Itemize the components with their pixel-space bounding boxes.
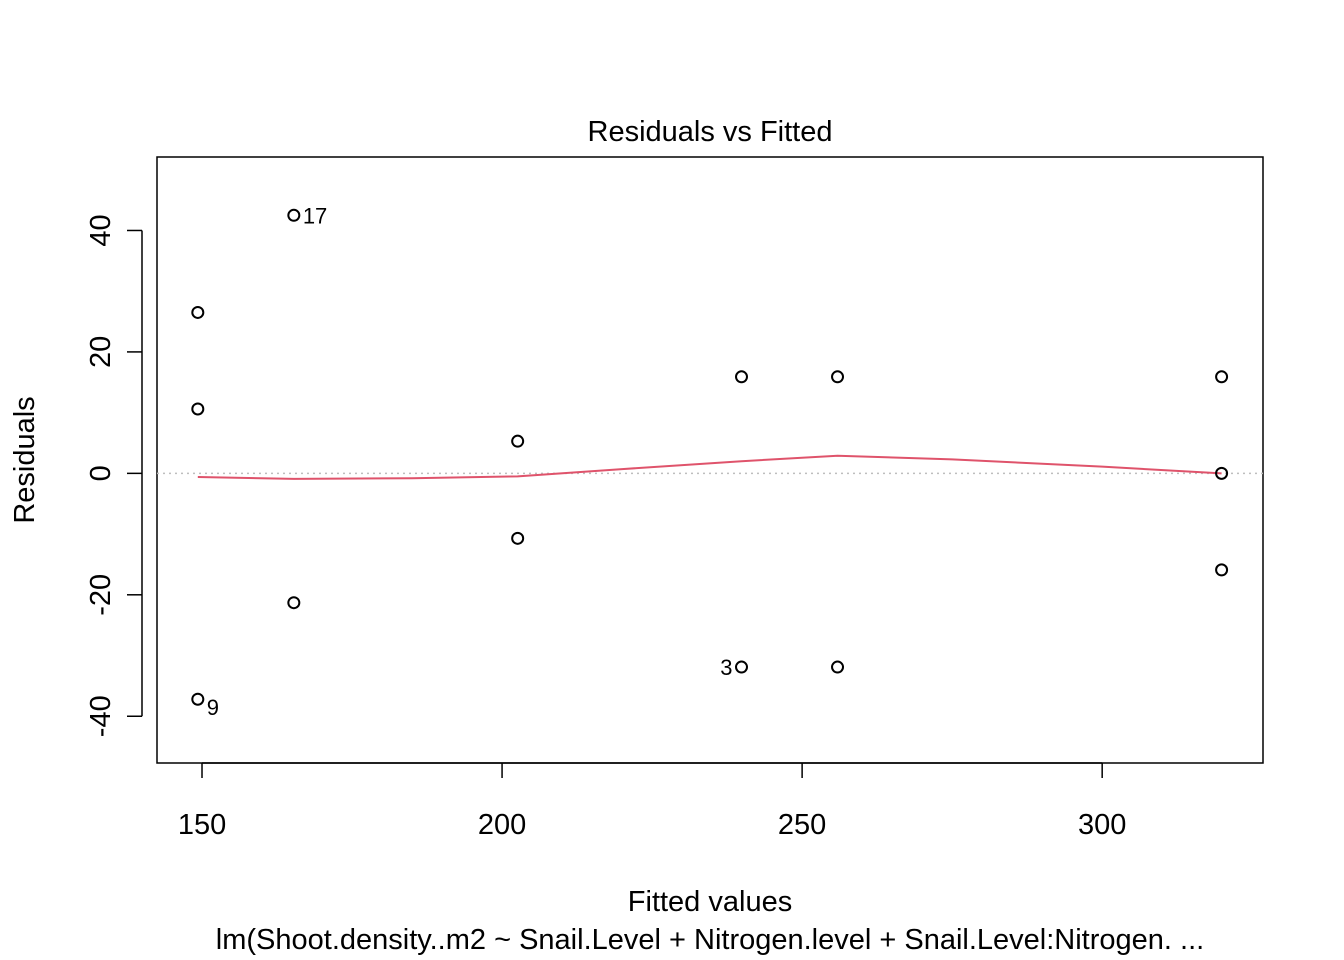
point-label: 3 — [720, 655, 732, 680]
data-point — [287, 208, 301, 222]
data-point — [191, 305, 205, 319]
data-point — [191, 402, 205, 416]
data-points — [191, 208, 1229, 706]
x-tick-label: 250 — [778, 809, 826, 841]
smoother-line — [197, 454, 1222, 480]
y-axis: -40 -20 0 20 40 — [85, 214, 143, 737]
data-point — [1215, 563, 1229, 577]
y-tick-label: -40 — [85, 695, 117, 737]
y-tick-label: 40 — [85, 214, 117, 246]
data-point — [735, 370, 749, 384]
y-tick-label: -20 — [85, 574, 117, 616]
y-axis-title: Residuals — [9, 396, 41, 523]
data-point — [191, 692, 205, 706]
y-tick-label: 20 — [85, 336, 117, 368]
data-point — [831, 660, 845, 674]
x-tick-label: 150 — [178, 809, 226, 841]
data-point — [511, 434, 525, 448]
data-point — [511, 531, 525, 545]
model-formula-subtitle: lm(Shoot.density..m2 ~ Snail.Level + Nit… — [216, 924, 1204, 956]
point-label: 9 — [207, 695, 219, 720]
x-tick-label: 300 — [1078, 809, 1126, 841]
data-point — [1215, 370, 1229, 384]
data-point — [1215, 466, 1229, 480]
y-tick-label: 0 — [85, 465, 117, 481]
x-axis-title: Fitted values — [628, 886, 792, 918]
data-point — [735, 660, 749, 674]
point-label: 17 — [303, 203, 327, 228]
x-tick-label: 200 — [478, 809, 526, 841]
chart-title: Residuals vs Fitted — [588, 116, 833, 148]
data-point — [831, 370, 845, 384]
x-axis: 150 200 250 300 — [178, 762, 1126, 841]
data-point — [287, 596, 301, 610]
